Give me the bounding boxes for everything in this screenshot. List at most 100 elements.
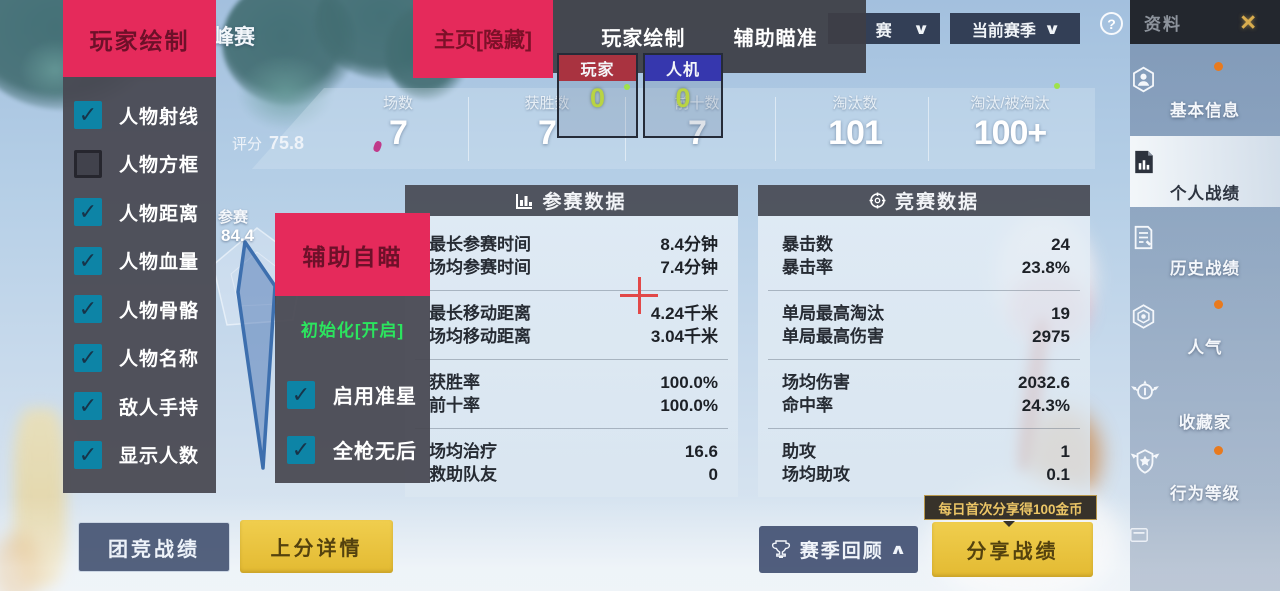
counter-bot-label: 人机 bbox=[645, 55, 721, 81]
cheat-tab-player-draw[interactable]: 玩家绘制 bbox=[601, 28, 686, 50]
season-review-button[interactable]: 赛季回顾 ∧ bbox=[759, 526, 918, 573]
stat-label: 获胜率 bbox=[429, 373, 480, 392]
participation-panel: 参赛数据 最长参赛时间 8.4分钟 场均参赛时间 7.4分钟 最长移动距离 4.24千… bbox=[405, 185, 738, 497]
cheat-toggle-label: 显示人数 bbox=[119, 446, 200, 467]
page-title-partial: 峰赛 bbox=[213, 26, 255, 49]
check-icon: ✓ bbox=[78, 344, 98, 370]
chevron-down-icon: ∨ bbox=[912, 20, 930, 38]
stat-value: 100+ bbox=[973, 114, 1048, 152]
stat-value: 16.6 bbox=[684, 442, 718, 461]
competition-panel-body: 暴击数 24 暴击率 23.8% 单局最高淘汰 19 单局最高伤害 2975 场均伤害 2… bbox=[758, 216, 1090, 497]
rank-details-button[interactable]: 上分详情 bbox=[240, 520, 393, 573]
cheat-toggle-box[interactable]: ✓ 人物方框 bbox=[63, 149, 216, 178]
competition-panel: 竞赛数据 暴击数 24 暴击率 23.8% 单局最高淘汰 19 单局最高伤害 2975 … bbox=[758, 185, 1090, 497]
scope-icon bbox=[869, 192, 886, 209]
divider bbox=[768, 359, 1080, 360]
counter-player-label: 玩家 bbox=[559, 55, 636, 81]
cheat-toggle-distance[interactable]: ✓ 人物距离 bbox=[63, 198, 216, 227]
cheat-toggle-label: 人物方框 bbox=[119, 155, 200, 177]
divider bbox=[415, 290, 728, 291]
sidebar-item-basic-info[interactable]: 基本信息 bbox=[1130, 58, 1280, 126]
check-icon: ✓ bbox=[78, 296, 98, 322]
cheat-draw-panel: 玩家绘制 ✓ 人物射线 ✓ 人物方框 ✓ 人物距离 ✓ 人物血量 ✓ 人物骨骼 ✓ 人物名称… bbox=[63, 0, 216, 493]
cheat-counter-bot[interactable]: 人机 0 bbox=[643, 53, 723, 138]
stat-top10: 前十数 7 bbox=[622, 92, 772, 151]
cheat-home-hide-button[interactable]: 主页[隐藏] bbox=[413, 0, 553, 78]
cheat-toggle-label: 人物骨骼 bbox=[119, 300, 200, 322]
cheat-toggle-ray[interactable]: ✓ 人物射线 bbox=[63, 101, 216, 130]
close-icon[interactable]: × bbox=[1240, 7, 1256, 37]
stat-value: 8.4分钟 bbox=[660, 235, 718, 254]
share-results-button[interactable]: 分享战绩 bbox=[932, 522, 1093, 577]
trophy-icon bbox=[771, 540, 791, 559]
checkbox[interactable]: ✓ bbox=[74, 295, 102, 324]
help-button[interactable]: ? bbox=[1100, 12, 1123, 35]
stat-value: 0.1 bbox=[1046, 465, 1070, 484]
stat-value: 24.3% bbox=[1021, 396, 1070, 415]
stat-label: 场数 bbox=[382, 95, 413, 112]
card-icon[interactable] bbox=[1130, 528, 1280, 558]
cheat-toggle-name[interactable]: ✓ 人物名称 bbox=[63, 343, 216, 372]
team-results-button[interactable]: 团竞战绩 bbox=[78, 522, 230, 572]
cheat-toggle-enemy-weapon[interactable]: ✓ 敌人手持 bbox=[63, 392, 216, 421]
sidebar-item-conduct-level[interactable]: 行为等级 bbox=[1130, 442, 1280, 508]
participation-panel-header: 参赛数据 bbox=[405, 185, 738, 216]
cheat-toggle-label: 人物名称 bbox=[119, 349, 200, 371]
stat-label: 场均伤害 bbox=[782, 373, 850, 392]
checkbox[interactable]: ✓ bbox=[74, 246, 102, 275]
checkbox[interactable]: ✓ bbox=[74, 149, 102, 178]
dropdown-label: 赛 bbox=[875, 22, 892, 40]
stat-label: 前十率 bbox=[429, 396, 480, 415]
cheat-draw-panel-body: ✓ 人物射线 ✓ 人物方框 ✓ 人物距离 ✓ 人物血量 ✓ 人物骨骼 ✓ 人物名称 ✓ 敌人手… bbox=[63, 77, 216, 493]
sidebar-item-popularity[interactable]: 人气 bbox=[1130, 296, 1280, 360]
stat-label: 场均助攻 bbox=[782, 465, 850, 484]
stat-eliminations: 淘汰数 101 bbox=[780, 92, 930, 151]
stat-value: 100.0% bbox=[660, 373, 718, 392]
radar-axis-label: 参赛 bbox=[218, 209, 249, 226]
tooltip-arrow bbox=[1003, 521, 1015, 533]
cheat-draw-panel-title[interactable]: 玩家绘制 bbox=[63, 0, 216, 77]
stat-value: 7 bbox=[538, 114, 557, 152]
cheat-counter-player[interactable]: 玩家 0 bbox=[557, 53, 638, 138]
sidebar-item-collector[interactable]: 收藏家 bbox=[1130, 372, 1280, 436]
cheat-toggle-health[interactable]: ✓ 人物血量 bbox=[63, 246, 216, 275]
record-chart-icon bbox=[1130, 148, 1280, 176]
cheat-tab-aim-assist[interactable]: 辅助瞄准 bbox=[733, 28, 818, 50]
history-document-icon bbox=[1130, 224, 1280, 251]
tree-leaves bbox=[238, 55, 333, 130]
panel-title: 竞赛数据 bbox=[894, 192, 979, 213]
checkbox[interactable]: ✓ bbox=[74, 198, 102, 227]
check-icon: ✓ bbox=[291, 436, 311, 462]
checkbox[interactable]: ✓ bbox=[287, 380, 315, 409]
cheat-toggle-player-count[interactable]: ✓ 显示人数 bbox=[63, 440, 216, 469]
stat-label: 最长参赛时间 bbox=[429, 235, 531, 254]
sidebar-item-personal-record[interactable]: 个人战绩 bbox=[1130, 136, 1280, 207]
checkbox[interactable]: ✓ bbox=[74, 392, 102, 421]
stat-label: 单局最高淘汰 bbox=[782, 304, 884, 323]
cheat-init-status[interactable]: 初始化[开启] bbox=[300, 321, 405, 340]
checkbox[interactable]: ✓ bbox=[74, 343, 102, 372]
cheat-toggle-label: 全枪无后 bbox=[333, 441, 417, 463]
cheat-toggle-crosshair[interactable]: ✓ 启用准星 bbox=[287, 380, 417, 409]
stat-value: 7 bbox=[688, 114, 707, 152]
stat-value: 1 bbox=[1060, 442, 1070, 461]
sidebar-item-label: 历史战绩 bbox=[1170, 260, 1240, 278]
sidebar-item-history-record[interactable]: 历史战绩 bbox=[1130, 218, 1280, 282]
checkbox[interactable]: ✓ bbox=[287, 435, 315, 464]
current-season-dropdown[interactable]: 当前赛季 ∨ bbox=[950, 13, 1080, 44]
flower-hexagon-icon bbox=[1130, 303, 1280, 330]
check-icon: ✓ bbox=[78, 247, 98, 273]
stat-label: 淘汰数 bbox=[832, 95, 878, 112]
checkbox[interactable]: ✓ bbox=[74, 101, 102, 130]
stat-value: 2032.6 bbox=[1018, 373, 1070, 392]
stat-label: 淘汰/被淘汰 bbox=[970, 95, 1050, 112]
rating: 评分 75.8 bbox=[232, 133, 304, 154]
cheat-toggle-no-recoil[interactable]: ✓ 全枪无后 bbox=[287, 435, 417, 464]
rating-label: 评分 bbox=[232, 136, 263, 153]
cheat-aim-panel-title[interactable]: 辅助自瞄 bbox=[275, 213, 430, 296]
checkbox[interactable]: ✓ bbox=[74, 440, 102, 469]
cheat-toggle-skeleton[interactable]: ✓ 人物骨骼 bbox=[63, 295, 216, 324]
check-icon: ✓ bbox=[78, 102, 98, 128]
sidebar-item-label: 行为等级 bbox=[1170, 485, 1240, 503]
